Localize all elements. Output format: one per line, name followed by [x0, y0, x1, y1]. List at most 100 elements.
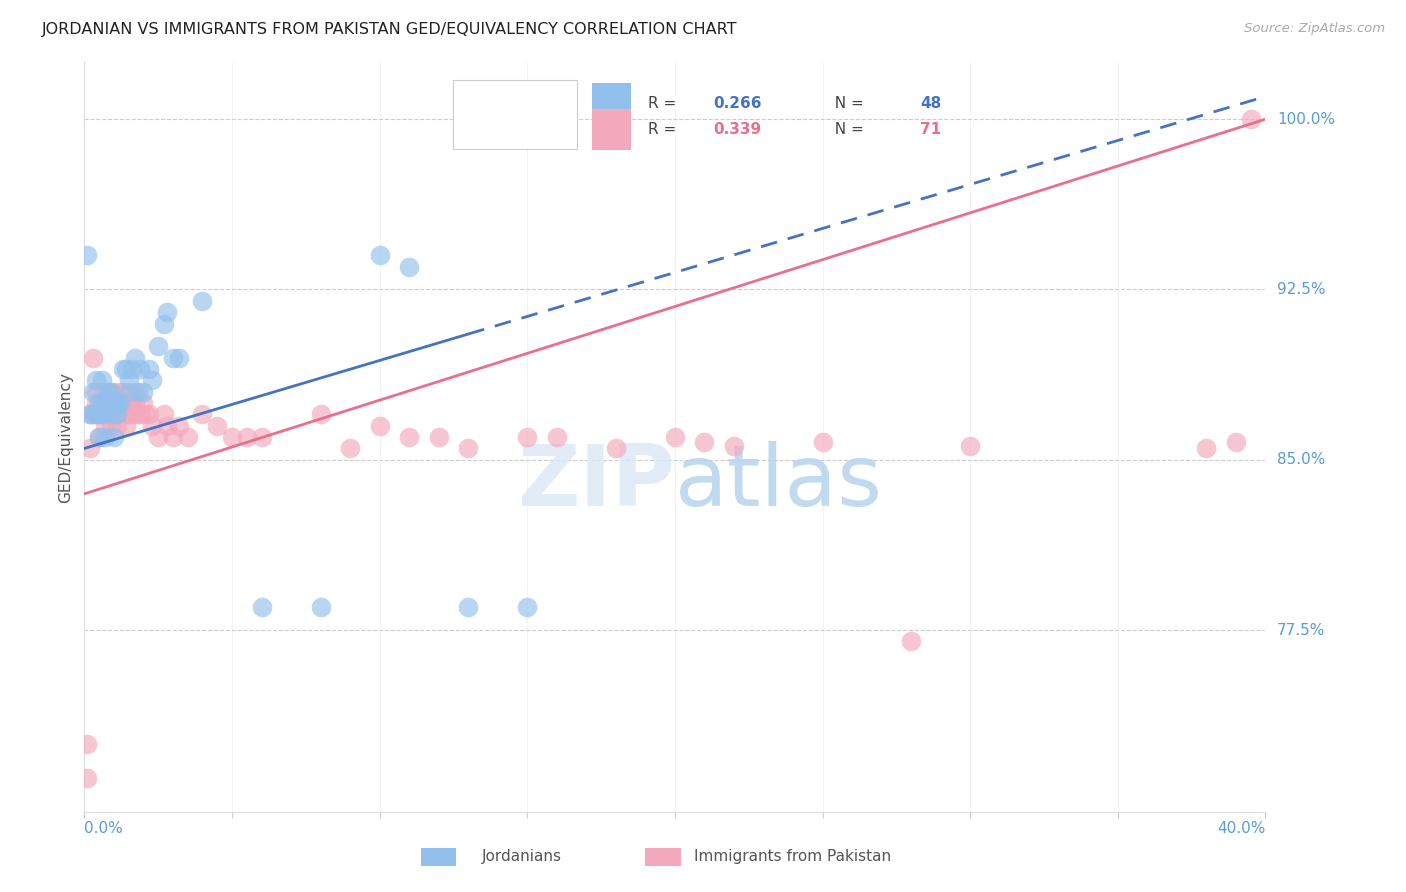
- Point: [84, 408, 107, 422]
- Point: [118, 384, 141, 399]
- Point: [105, 396, 128, 410]
- Point: [124, 384, 146, 399]
- Point: [105, 418, 128, 433]
- Point: [97, 384, 120, 399]
- Point: [105, 408, 128, 422]
- Point: [516, 600, 538, 615]
- Point: [97, 408, 120, 422]
- Text: ZIP: ZIP: [517, 441, 675, 524]
- Text: 40.0%: 40.0%: [1218, 821, 1265, 836]
- Point: [148, 339, 170, 353]
- Point: [87, 408, 111, 422]
- Text: Jordanians: Jordanians: [481, 849, 561, 864]
- Point: [118, 373, 141, 387]
- Point: [339, 442, 361, 456]
- Text: Source: ZipAtlas.com: Source: ZipAtlas.com: [1244, 22, 1385, 36]
- Point: [167, 351, 190, 365]
- Point: [162, 351, 184, 365]
- Point: [76, 771, 98, 785]
- Point: [368, 248, 391, 262]
- Point: [79, 408, 101, 422]
- Point: [546, 430, 568, 444]
- Point: [108, 396, 131, 410]
- Point: [121, 362, 143, 376]
- Point: [84, 373, 107, 387]
- Text: 48: 48: [920, 96, 941, 112]
- Point: [97, 384, 120, 399]
- Point: [103, 384, 125, 399]
- Point: [1240, 112, 1263, 127]
- Point: [138, 408, 160, 422]
- Point: [121, 408, 143, 422]
- Point: [82, 384, 104, 399]
- Point: [156, 305, 179, 319]
- Point: [82, 408, 104, 422]
- Point: [148, 430, 170, 444]
- Point: [114, 362, 136, 376]
- Bar: [592, 110, 631, 151]
- Point: [124, 351, 146, 365]
- Text: 71: 71: [920, 122, 941, 137]
- Point: [118, 408, 141, 422]
- Point: [94, 408, 117, 422]
- Text: 0.0%: 0.0%: [84, 821, 124, 836]
- Point: [84, 384, 107, 399]
- Point: [141, 373, 163, 387]
- Point: [900, 634, 922, 648]
- Point: [129, 362, 152, 376]
- Point: [167, 418, 190, 433]
- Bar: [645, 847, 681, 865]
- Point: [87, 396, 111, 410]
- Point: [103, 396, 125, 410]
- Text: N =: N =: [825, 122, 869, 137]
- Point: [91, 408, 114, 422]
- Point: [76, 737, 98, 751]
- Text: JORDANIAN VS IMMIGRANTS FROM PAKISTAN GED/EQUIVALENCY CORRELATION CHART: JORDANIAN VS IMMIGRANTS FROM PAKISTAN GE…: [42, 22, 738, 37]
- Point: [605, 442, 627, 456]
- Point: [127, 408, 149, 422]
- Point: [250, 600, 273, 615]
- Point: [664, 430, 686, 444]
- Point: [82, 408, 104, 422]
- Point: [121, 396, 143, 410]
- Point: [516, 430, 538, 444]
- Point: [132, 384, 155, 399]
- Point: [723, 439, 745, 453]
- Point: [87, 408, 111, 422]
- Point: [1195, 442, 1218, 456]
- Point: [138, 362, 160, 376]
- Point: [398, 260, 420, 274]
- Point: [87, 430, 111, 444]
- Point: [309, 408, 332, 422]
- Point: [153, 317, 176, 331]
- Point: [124, 396, 146, 410]
- Text: 100.0%: 100.0%: [1277, 112, 1336, 127]
- Point: [236, 430, 259, 444]
- Point: [457, 442, 479, 456]
- FancyBboxPatch shape: [454, 80, 578, 149]
- Point: [250, 430, 273, 444]
- Point: [108, 384, 131, 399]
- Point: [156, 418, 179, 433]
- Text: 77.5%: 77.5%: [1277, 623, 1326, 638]
- Point: [114, 408, 136, 422]
- Point: [100, 418, 122, 433]
- Point: [91, 408, 114, 422]
- Point: [309, 600, 332, 615]
- Point: [191, 293, 214, 308]
- Point: [693, 434, 716, 449]
- Point: [191, 408, 214, 422]
- Text: Immigrants from Pakistan: Immigrants from Pakistan: [695, 849, 891, 864]
- Point: [111, 396, 134, 410]
- Point: [94, 396, 117, 410]
- Point: [111, 384, 134, 399]
- Point: [82, 351, 104, 365]
- Point: [87, 430, 111, 444]
- Point: [221, 430, 243, 444]
- Point: [97, 396, 120, 410]
- Point: [103, 396, 125, 410]
- Point: [118, 396, 141, 410]
- Text: atlas: atlas: [675, 441, 883, 524]
- Point: [129, 408, 152, 422]
- Text: 85.0%: 85.0%: [1277, 452, 1326, 467]
